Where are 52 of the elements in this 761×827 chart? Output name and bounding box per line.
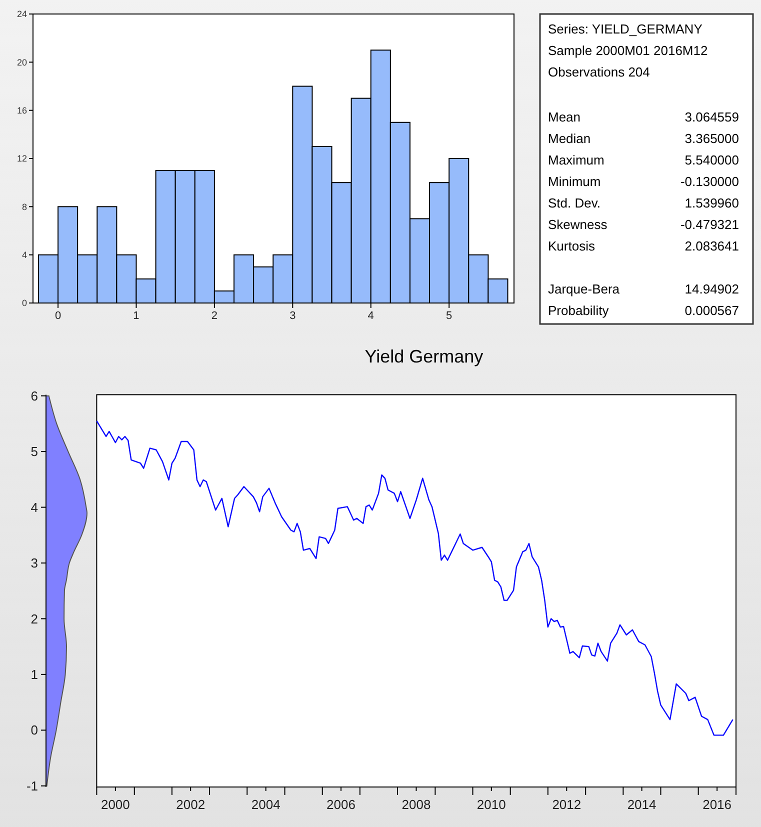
x-tick-label: 3 — [290, 310, 296, 322]
y-tick-label: -1 — [26, 778, 38, 794]
text: Probability — [548, 303, 610, 318]
text: Observations 204 — [548, 64, 650, 80]
y-tick-label: 3 — [30, 556, 38, 571]
x-tick-label: 2 — [211, 310, 218, 322]
x-tick-label: 2000 — [100, 797, 130, 812]
y-tick-label: 4 — [22, 250, 27, 260]
x-tick-label: 1 — [133, 310, 140, 322]
text: Sample 2000M01 2016M12 — [548, 43, 708, 58]
text: Skewness — [548, 217, 608, 232]
y-tick-label: 24 — [16, 9, 27, 20]
text: Jarque-Bera — [548, 282, 620, 297]
y-tick-label: 8 — [22, 202, 27, 212]
y-tick-label: 12 — [16, 154, 27, 164]
x-tick-label: 4 — [368, 310, 374, 322]
text: -0.130000 — [680, 174, 739, 190]
x-tick-label: 2016 — [702, 797, 732, 812]
text: Std. Dev. — [548, 196, 601, 211]
x-tick-label: 2002 — [176, 797, 206, 812]
x-tick-label: 2010 — [476, 797, 506, 812]
x-tick-label: 2006 — [326, 797, 356, 812]
y-tick-label: 6 — [30, 388, 38, 404]
y-tick-label: 16 — [16, 105, 27, 116]
x-tick-label: 2008 — [402, 797, 431, 812]
text: 3.365000 — [684, 131, 739, 146]
text: 14.94902 — [684, 282, 739, 297]
x-tick-label: 2004 — [251, 797, 280, 812]
x-tick-label: 2012 — [552, 797, 582, 812]
chart-title: Yield Germany — [364, 346, 484, 366]
text: 0.000567 — [684, 303, 739, 318]
text: Series: YIELD_GERMANY — [548, 22, 703, 37]
x-tick-label: 0 — [54, 310, 62, 322]
text: 3.064559 — [684, 110, 739, 125]
text: 5.540000 — [684, 152, 739, 168]
y-tick-label: 2 — [30, 611, 38, 626]
x-tick-label: 2014 — [627, 797, 656, 812]
text: Median — [548, 131, 591, 146]
y-tick-label: 1 — [30, 666, 38, 682]
text: -0.479321 — [680, 217, 739, 232]
text: Minimum — [548, 174, 601, 190]
y-tick-label: 20 — [16, 57, 27, 68]
y-tick-label: 4 — [30, 500, 38, 515]
y-tick-label: 0 — [30, 722, 38, 738]
text: Kurtosis — [548, 238, 596, 254]
text: Maximum — [548, 152, 604, 168]
text: Mean — [548, 110, 581, 125]
y-tick-label: 0 — [22, 298, 27, 308]
x-tick-label: 5 — [446, 310, 452, 322]
y-tick-label: 5 — [30, 444, 38, 460]
text: 2.083641 — [684, 238, 739, 254]
text: 1.539960 — [684, 196, 739, 211]
